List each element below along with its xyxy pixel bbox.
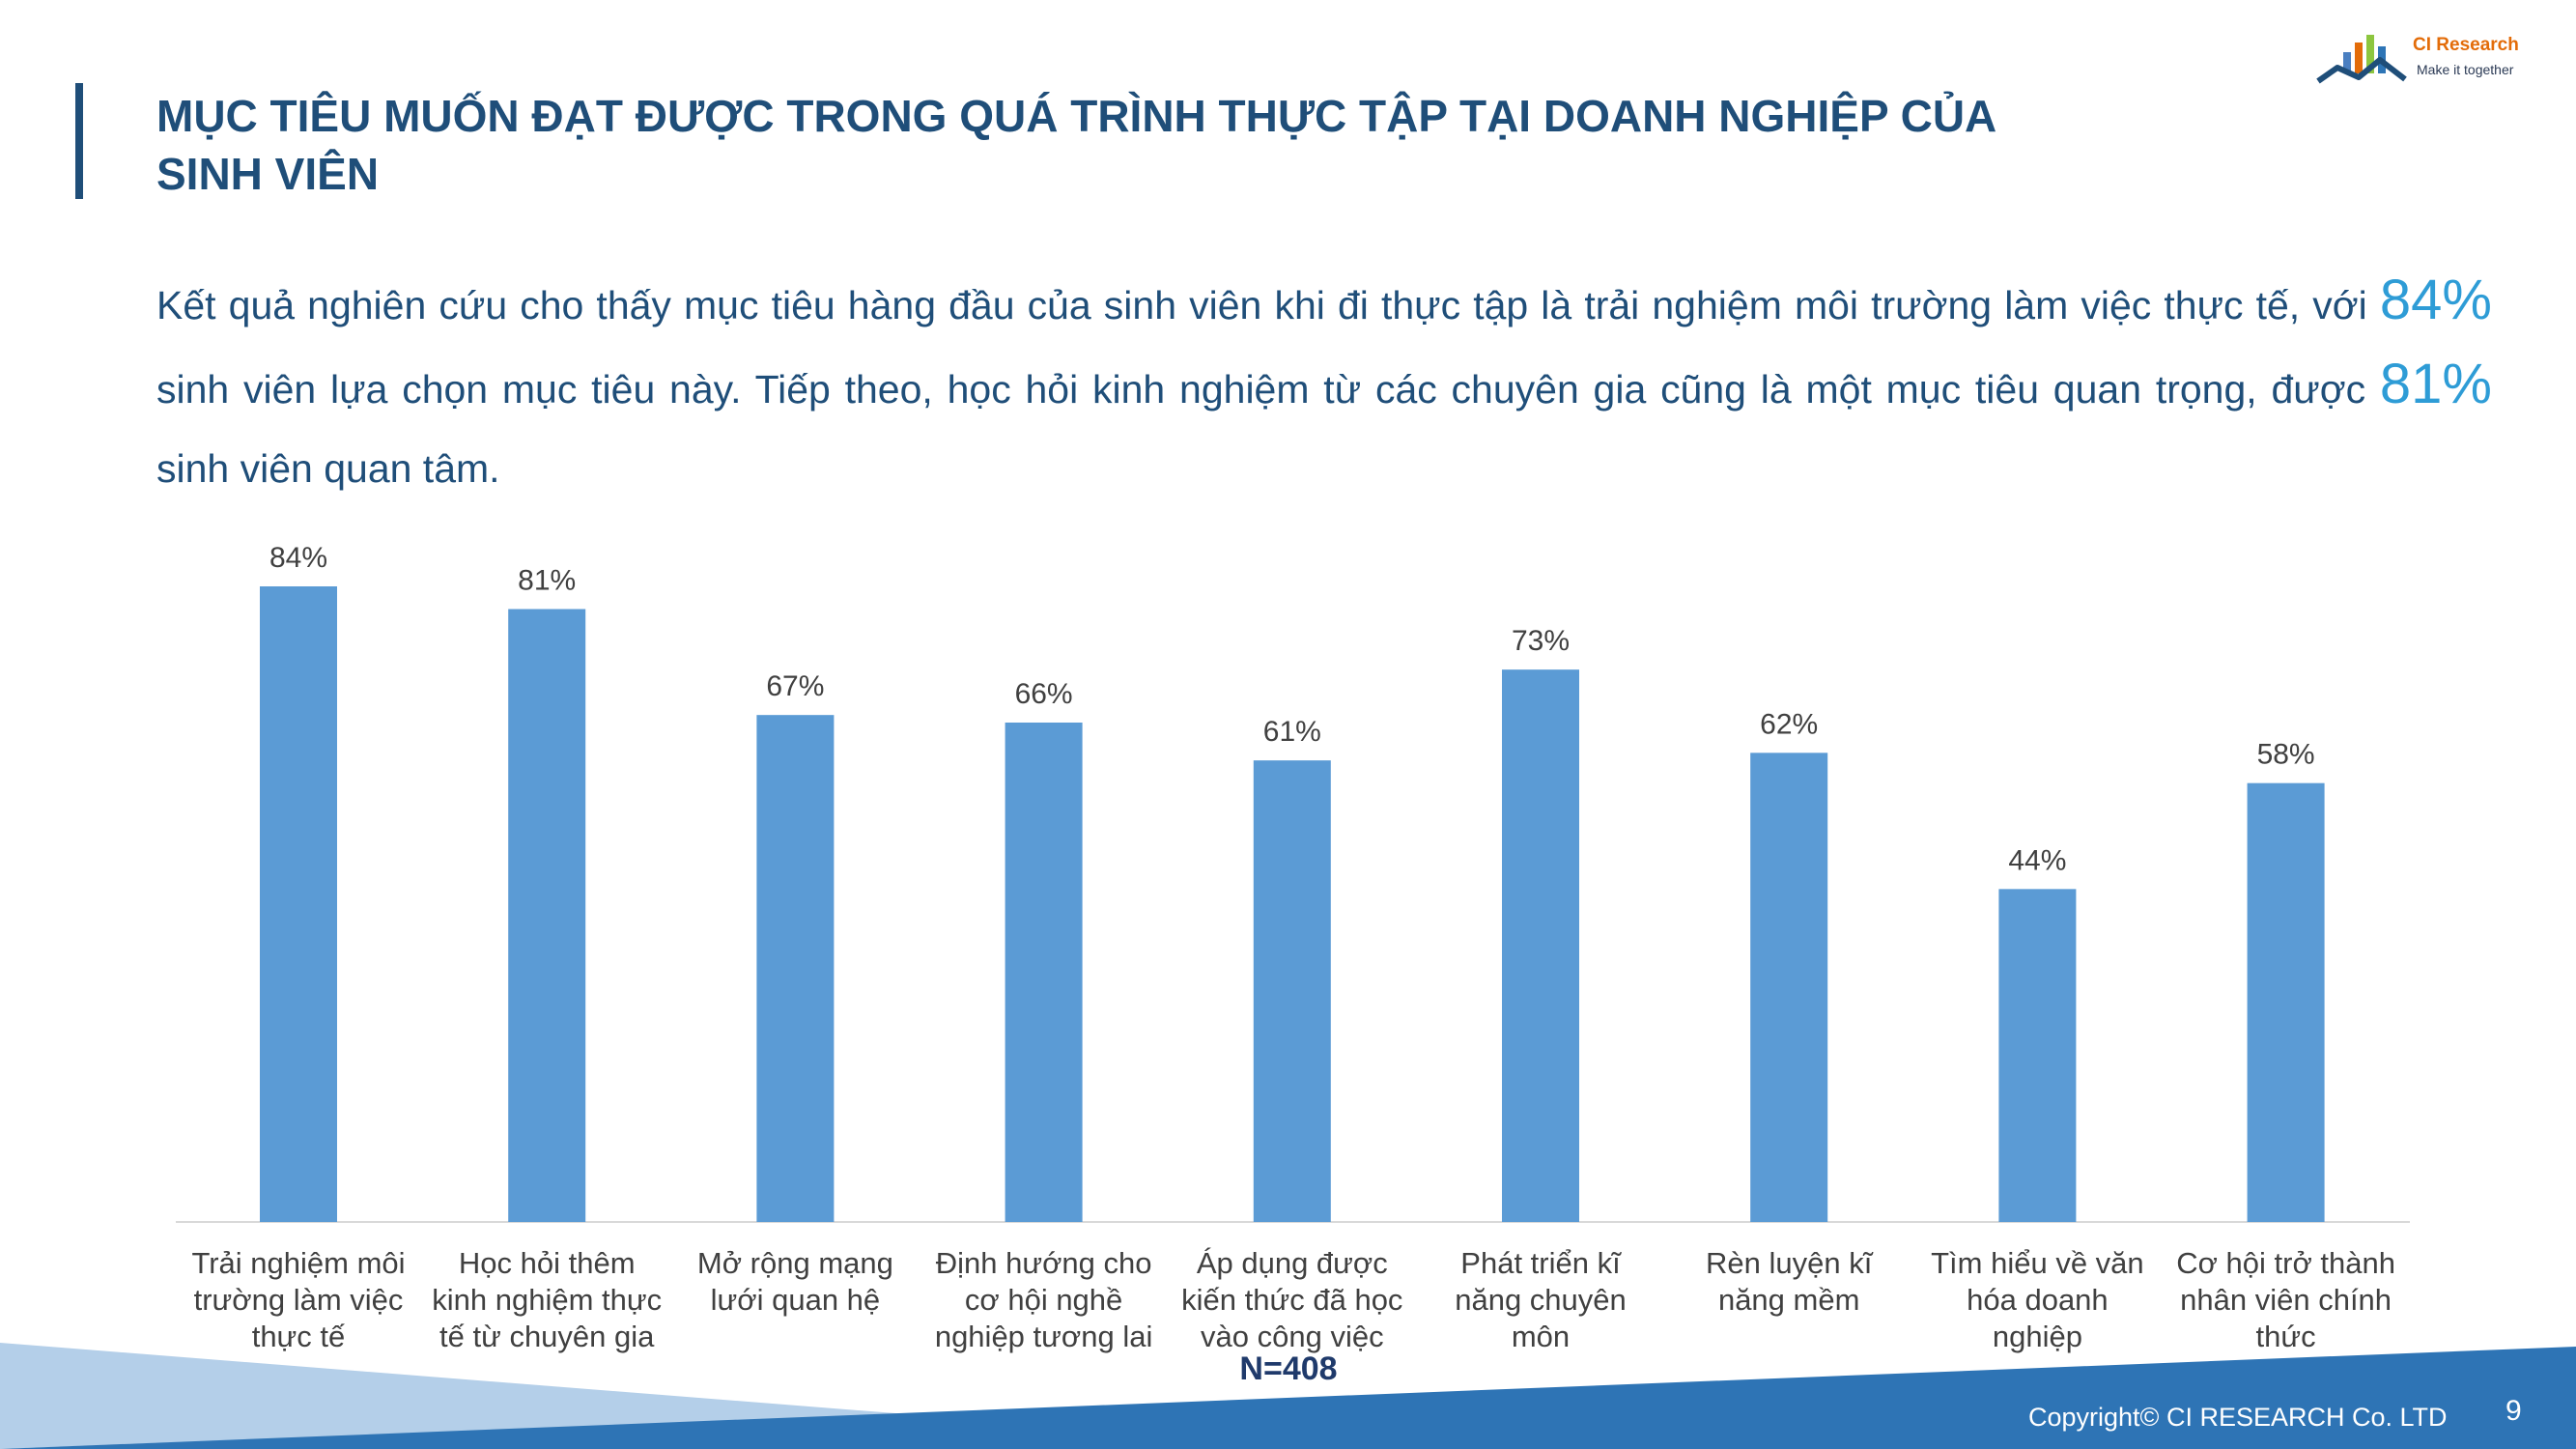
bar-2 — [508, 609, 586, 1222]
category-label-2-line-2: kinh nghiệm thực — [432, 1283, 662, 1317]
category-label-2-line-1: Học hỏi thêm — [459, 1246, 636, 1280]
intro-text-3: sinh viên quan tâm. — [156, 446, 500, 491]
category-label-8-line-2: hóa doanh — [1967, 1283, 2109, 1317]
category-label-7-line-2: năng mềm — [1718, 1283, 1859, 1317]
intro-highlight-84: 84% — [2379, 269, 2492, 331]
category-label-1-line-2: trường làm việc — [194, 1283, 404, 1317]
category-label-9-line-3: thức — [2256, 1320, 2316, 1353]
bar-4 — [1005, 723, 1083, 1222]
data-label-2: 81% — [518, 565, 576, 597]
category-label-5-line-1: Áp dụng được — [1197, 1246, 1388, 1280]
category-label-6-line-2: năng chuyên — [1455, 1283, 1627, 1317]
data-label-6: 73% — [1512, 625, 1570, 657]
category-label-5-line-2: kiến thức đã học — [1181, 1283, 1402, 1317]
intro-text-2: sinh viên lựa chọn mục tiêu này. Tiếp th… — [156, 367, 2380, 412]
category-label-8-line-3: nghiệp — [1993, 1320, 2082, 1353]
bar-9 — [2247, 782, 2325, 1222]
bar-6 — [1502, 669, 1579, 1222]
page-number: 9 — [2505, 1395, 2522, 1427]
category-label-4-line-2: cơ hội nghề — [965, 1283, 1122, 1317]
bar-8 — [1998, 889, 2077, 1222]
category-label-5-line-3: vào công việc — [1201, 1320, 1384, 1353]
category-label-9-line-2: nhân viên chính — [2180, 1283, 2392, 1317]
category-label-9-line-1: Cơ hội trở thành — [2176, 1246, 2395, 1280]
footer-band-dark — [0, 1347, 2576, 1449]
data-label-9: 58% — [2257, 739, 2315, 771]
bar-5 — [1253, 760, 1331, 1222]
bar-7 — [1750, 753, 1828, 1222]
page-title-line1: MỤC TIÊU MUỐN ĐẠT ĐƯỢC TRONG QUÁ TRÌNH T… — [156, 91, 1997, 141]
logo-tagline: Make it together — [2417, 62, 2514, 77]
intro-paragraph: Kết quả nghiên cứu cho thấy mục tiêu hàn… — [156, 261, 2492, 508]
category-label-1-line-1: Trải nghiệm môi — [191, 1246, 405, 1280]
category-label-7-line-1: Rèn luyện kĩ — [1706, 1246, 1874, 1280]
intro-highlight-81: 81% — [2379, 353, 2492, 415]
category-label-2-line-3: tế từ chuyên gia — [439, 1320, 655, 1353]
page-title: MỤC TIÊU MUỐN ĐẠT ĐƯỢC TRONG QUÁ TRÌNH T… — [156, 87, 2185, 203]
page-title-line2: SINH VIÊN — [156, 149, 380, 199]
bar-3 — [756, 715, 835, 1222]
data-label-1: 84% — [269, 542, 327, 574]
category-label-4-line-1: Định hướng cho — [936, 1246, 1152, 1280]
footer-band — [0, 1343, 2576, 1449]
data-label-8: 44% — [2008, 844, 2066, 876]
data-label-5: 61% — [1263, 716, 1321, 748]
data-label-3: 67% — [766, 670, 824, 702]
category-label-1-line-3: thực tế — [252, 1320, 346, 1353]
category-label-8-line-1: Tìm hiểu về văn — [1931, 1246, 2144, 1280]
category-label-3-line-2: lưới quan hệ — [711, 1283, 881, 1317]
sample-size-label: N=408 — [1239, 1350, 1338, 1387]
copyright-text: Copyright© CI RESEARCH Co. LTD — [2028, 1403, 2448, 1432]
category-label-4-line-3: nghiệp tương lai — [935, 1320, 1153, 1353]
data-label-4: 66% — [1015, 678, 1073, 710]
ci-research-logo: CI Research Make it together — [2316, 29, 2548, 87]
logo-name: CI Research — [2413, 35, 2519, 55]
category-label-3-line-1: Mở rộng mạng — [697, 1246, 893, 1280]
bar-chart-roof-icon — [2316, 35, 2407, 84]
category-label-6-line-3: môn — [1512, 1320, 1570, 1353]
intro-text-1: Kết quả nghiên cứu cho thấy mục tiêu hàn… — [156, 283, 2380, 327]
category-label-6-line-1: Phát triển kĩ — [1460, 1246, 1622, 1280]
bar-1 — [260, 586, 337, 1222]
title-accent-bar — [75, 83, 83, 199]
data-label-7: 62% — [1760, 708, 1818, 740]
